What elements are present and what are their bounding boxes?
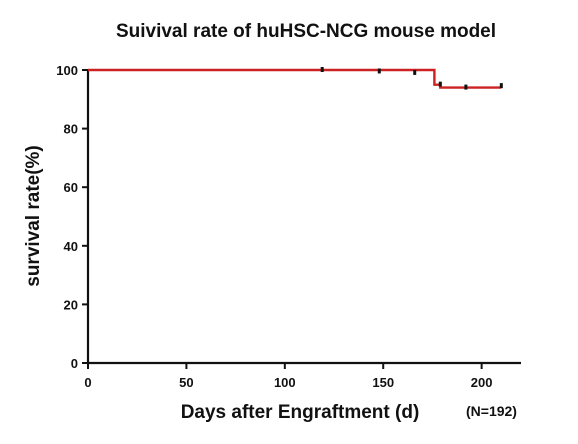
censor-marks — [320, 67, 503, 90]
y-axis-label: survival rate(%) — [23, 145, 44, 287]
censor-mark — [438, 81, 442, 87]
y-tick-label: 80 — [64, 122, 78, 137]
y-tick-label: 40 — [64, 239, 78, 254]
sample-size-note: (N=192) — [466, 403, 517, 419]
censor-mark — [464, 84, 468, 90]
x-tick-label: 200 — [471, 375, 493, 390]
censor-mark — [499, 83, 503, 89]
x-axis-label: Days after Engraftment (d) — [181, 402, 420, 423]
x-tick-label: 100 — [274, 375, 296, 390]
x-tick-label: 150 — [372, 375, 394, 390]
chart-title: Suivival rate of huHSC-NCG mouse model — [116, 21, 496, 42]
y-tick-label: 60 — [64, 180, 78, 195]
y-tick-label: 20 — [64, 297, 78, 312]
censor-mark — [413, 69, 417, 75]
censor-mark — [377, 68, 381, 74]
survival-curve-line — [88, 68, 502, 89]
y-tick-label: 100 — [56, 63, 78, 78]
y-tick-label: 0 — [71, 356, 78, 371]
censor-mark — [320, 67, 324, 72]
x-axis-ticks: 0 50 100 150 200 — [84, 363, 492, 390]
y-axis-ticks: 0 20 40 60 80 100 — [56, 63, 88, 371]
x-tick-label: 50 — [179, 375, 193, 390]
x-tick-label: 0 — [84, 375, 91, 390]
